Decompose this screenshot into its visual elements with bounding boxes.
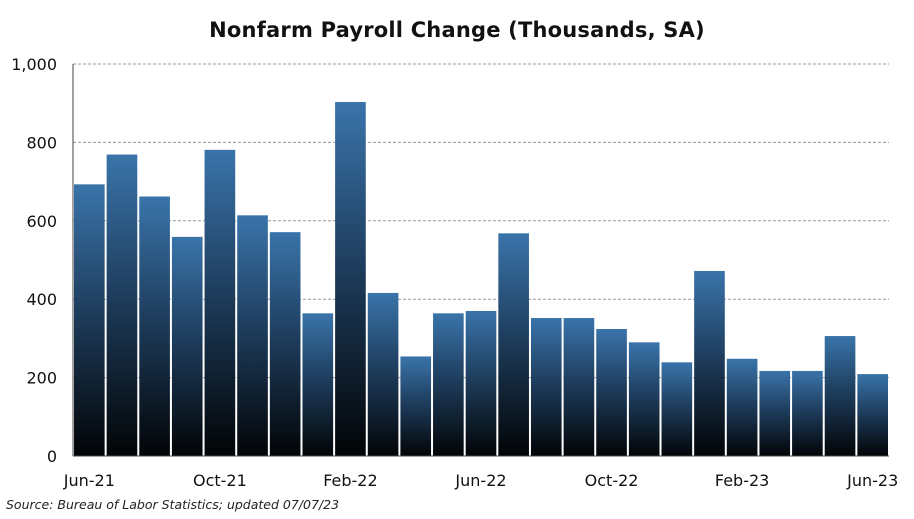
y-tick-label: 1,000 [11, 55, 57, 74]
x-tick-label: Jun-22 [454, 471, 506, 490]
x-tick-label: Oct-21 [193, 471, 247, 490]
bar-Apr-23 [792, 370, 823, 456]
source-note: Source: Bureau of Labor Statistics; upda… [6, 497, 340, 512]
bar-Mar-22 [367, 292, 399, 456]
y-tick-label: 200 [26, 369, 57, 388]
bar-Mar-23 [759, 370, 791, 456]
bar-Nov-22 [628, 342, 660, 456]
bars [74, 102, 888, 457]
y-tick-label: 400 [26, 290, 57, 309]
x-tick-label: Jun-23 [846, 471, 898, 490]
bar-Dec-22 [661, 362, 693, 456]
bar-Jul-21 [106, 154, 138, 456]
y-tick-label: 0 [47, 447, 57, 466]
x-tick-label: Feb-22 [323, 471, 377, 490]
bar-Sep-21 [171, 236, 203, 456]
bar-May-22 [433, 313, 464, 456]
bar-Aug-21 [139, 196, 170, 456]
bar-Feb-22 [335, 102, 366, 457]
x-axis-ticks: Jun-21 Oct-21 Feb-22 Jun-22 Oct-22 Feb-23 Jun-… [63, 471, 899, 490]
bar-Jan-23 [694, 270, 725, 456]
x-tick-label: Oct-22 [585, 471, 639, 490]
bar-Nov-21 [237, 215, 268, 456]
x-tick-label: Jun-21 [63, 471, 115, 490]
y-axis-ticks: 0 200 400 600 800 1,000 [11, 55, 57, 466]
bar-Jan-22 [302, 313, 334, 456]
bar-Jul-22 [498, 233, 529, 456]
y-tick-label: 600 [26, 212, 57, 231]
bar-Oct-22 [596, 328, 627, 456]
bar-May-23 [824, 336, 856, 456]
chart-title: Nonfarm Payroll Change (Thousands, SA) [209, 18, 705, 42]
bar-Sep-22 [563, 318, 595, 456]
bar-Feb-23 [726, 358, 758, 456]
bar-Dec-21 [269, 232, 301, 456]
axes [72, 64, 889, 457]
bar-Aug-22 [530, 318, 562, 456]
bar-Apr-22 [400, 356, 432, 456]
bar-Jun-23 [857, 374, 888, 456]
bar-Oct-21 [204, 149, 236, 456]
y-tick-label: 800 [26, 133, 57, 152]
bar-Jun-22 [465, 310, 497, 456]
bar-Jun-21 [74, 184, 105, 456]
x-tick-label: Feb-23 [715, 471, 769, 490]
